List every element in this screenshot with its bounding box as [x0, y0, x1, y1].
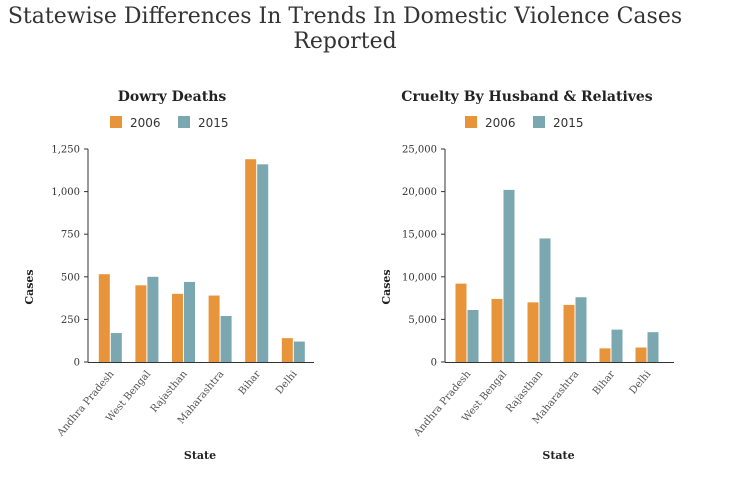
cruelty-y-tick-label: 0 [431, 358, 437, 369]
cruelty-legend-swatch-2015 [533, 116, 545, 128]
dowry-bar-delhi-2006 [281, 338, 293, 362]
cruelty-y-axis-label: Cases [380, 269, 393, 304]
cruelty-y-tick-label: 25,000 [402, 145, 437, 156]
cruelty-bar-delhi-2006 [635, 347, 647, 362]
dowry-y-tick-label: 1,000 [51, 187, 80, 198]
cruelty-y-tick-label: 20,000 [402, 187, 437, 198]
dowry-legend-swatch-2006 [110, 116, 122, 128]
dowry-bar-andhra-pradesh-2015 [110, 333, 122, 362]
dowry-y-tick-label: 0 [74, 358, 80, 369]
dowry-y-axis-label: Cases [23, 269, 36, 304]
cruelty-y-tick-label: 10,000 [402, 272, 437, 283]
dowry-bar-maharashtra-2006 [208, 295, 220, 362]
dowry-y-tick-label: 500 [61, 272, 80, 283]
dowry-bar-maharashtra-2015 [220, 315, 232, 362]
dowry-y-tick-label: 750 [61, 230, 80, 241]
dowry-x-tick-label: Rajasthan [149, 368, 190, 414]
cruelty-legend-label-2006: 2006 [485, 116, 516, 130]
cruelty-legend-label-2015: 2015 [553, 116, 584, 130]
dowry-bar-west-bengal-2006 [135, 285, 147, 362]
dowry-bar-rajasthan-2006 [172, 293, 183, 362]
cruelty-bar-rajasthan-2006 [527, 302, 539, 362]
dowry-bar-bihar-2006 [245, 159, 257, 362]
dowry-bar-andhra-pradesh-2006 [98, 274, 110, 362]
dowry-bar-west-bengal-2015 [147, 276, 159, 362]
dowry-bar-rajasthan-2015 [184, 281, 195, 362]
cruelty-chart-title: Cruelty By Husband & Relatives [401, 89, 653, 105]
cruelty-bar-andhra-pradesh-2006 [455, 283, 467, 362]
cruelty-bar-west-bengal-2006 [491, 298, 503, 362]
page-title: Statewise Differences In Trends In Domes… [7, 4, 683, 54]
dowry-bar-bihar-2015 [257, 164, 269, 362]
dowry-x-tick-label: Andhra Pradesh [55, 368, 117, 439]
cruelty-bar-west-bengal-2015 [503, 189, 515, 362]
cruelty-x-axis-label: State [542, 449, 574, 462]
cruelty-bar-maharashtra-2015 [575, 297, 587, 362]
dowry-legend-swatch-2015 [178, 116, 190, 128]
dowry-chart-title: Dowry Deaths [118, 89, 227, 105]
cruelty-bar-bihar-2006 [599, 348, 611, 362]
dowry-bar-delhi-2015 [293, 341, 305, 362]
dowry-x-tick-label: Bihar [237, 369, 263, 397]
cruelty-chart: Cruelty By Husband & Relatives 2006 2015 0 5… [380, 89, 674, 462]
cruelty-bar-rajasthan-2015 [539, 238, 551, 362]
dowry-y-tick-label: 1,250 [51, 145, 80, 156]
cruelty-x-tick-label: Andhra Pradesh [412, 368, 474, 439]
dowry-deaths-chart: Dowry Deaths 2006 2015 0 250 500 750 1,000 1,250… [23, 89, 314, 462]
dowry-y-tick-label: 250 [61, 315, 80, 326]
dowry-x-tick-label: Delhi [274, 369, 300, 397]
cruelty-y-tick-label: 15,000 [402, 230, 437, 241]
cruelty-bar-bihar-2015 [611, 329, 623, 362]
cruelty-bar-maharashtra-2006 [563, 304, 575, 362]
dowry-legend-label-2015: 2015 [198, 116, 229, 130]
cruelty-y-tick-label: 5,000 [408, 315, 437, 326]
dowry-x-axis-label: State [184, 449, 216, 462]
cruelty-legend-swatch-2006 [465, 116, 477, 128]
dowry-legend-label-2006: 2006 [130, 116, 161, 130]
cruelty-bar-andhra-pradesh-2015 [467, 310, 479, 362]
cruelty-x-tick-label: Bihar [591, 369, 617, 397]
cruelty-x-tick-label: Delhi [628, 369, 654, 397]
cruelty-bar-delhi-2015 [647, 332, 659, 362]
